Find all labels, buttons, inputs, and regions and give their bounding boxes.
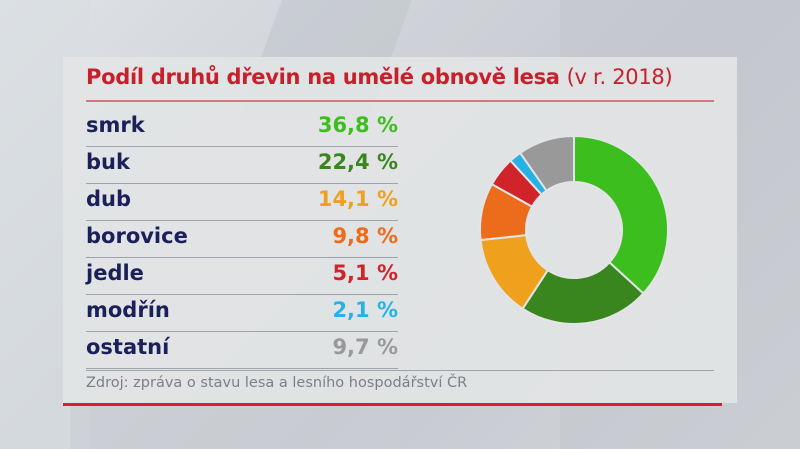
legend-row: dub 14,1 % — [86, 183, 398, 221]
species-label: dub — [86, 187, 132, 211]
donut-slice-smrk — [573, 134, 669, 295]
species-percentage: 9,8 % — [332, 224, 398, 248]
legend-row: jedle 5,1 % — [86, 257, 398, 295]
species-percentage: 14,1 % — [317, 187, 398, 211]
species-label: smrk — [86, 113, 145, 137]
species-label: modřín — [86, 298, 170, 322]
legend-row: buk 22,4 % — [86, 146, 398, 184]
species-percentage: 2,1 % — [332, 298, 398, 322]
title-underline — [86, 100, 714, 102]
donut-slice-ostatní — [518, 134, 576, 193]
legend-row: modřín 2,1 % — [86, 294, 398, 332]
species-label: borovice — [86, 224, 188, 248]
legend-row: smrk 36,8 % — [86, 109, 398, 147]
source-divider — [86, 370, 714, 371]
species-label: ostatní — [86, 335, 170, 359]
title-main: Podíl druhů dřevin na umělé obnově lesa — [86, 65, 560, 89]
bottom-accent-line — [63, 403, 722, 406]
background-map-shape — [70, 405, 400, 449]
chart-title: Podíl druhů dřevin na umělé obnově lesa … — [86, 65, 673, 89]
species-percentage: 5,1 % — [332, 261, 398, 285]
donut-slice-buk — [521, 261, 645, 325]
infographic-panel: Podíl druhů dřevin na umělé obnově lesa … — [63, 57, 737, 403]
title-year: (v r. 2018) — [566, 65, 673, 89]
legend-row: borovice 9,8 % — [86, 220, 398, 258]
source-note: Zdroj: zpráva o stavu lesa a lesního hos… — [86, 375, 468, 391]
species-label: buk — [86, 150, 130, 174]
species-percentage: 22,4 % — [317, 150, 398, 174]
species-percentage: 9,7 % — [332, 335, 398, 359]
species-percentage: 36,8 % — [317, 113, 398, 137]
legend-row: ostatní 9,7 % — [86, 331, 398, 369]
donut-chart — [479, 134, 669, 325]
species-label: jedle — [86, 261, 144, 285]
